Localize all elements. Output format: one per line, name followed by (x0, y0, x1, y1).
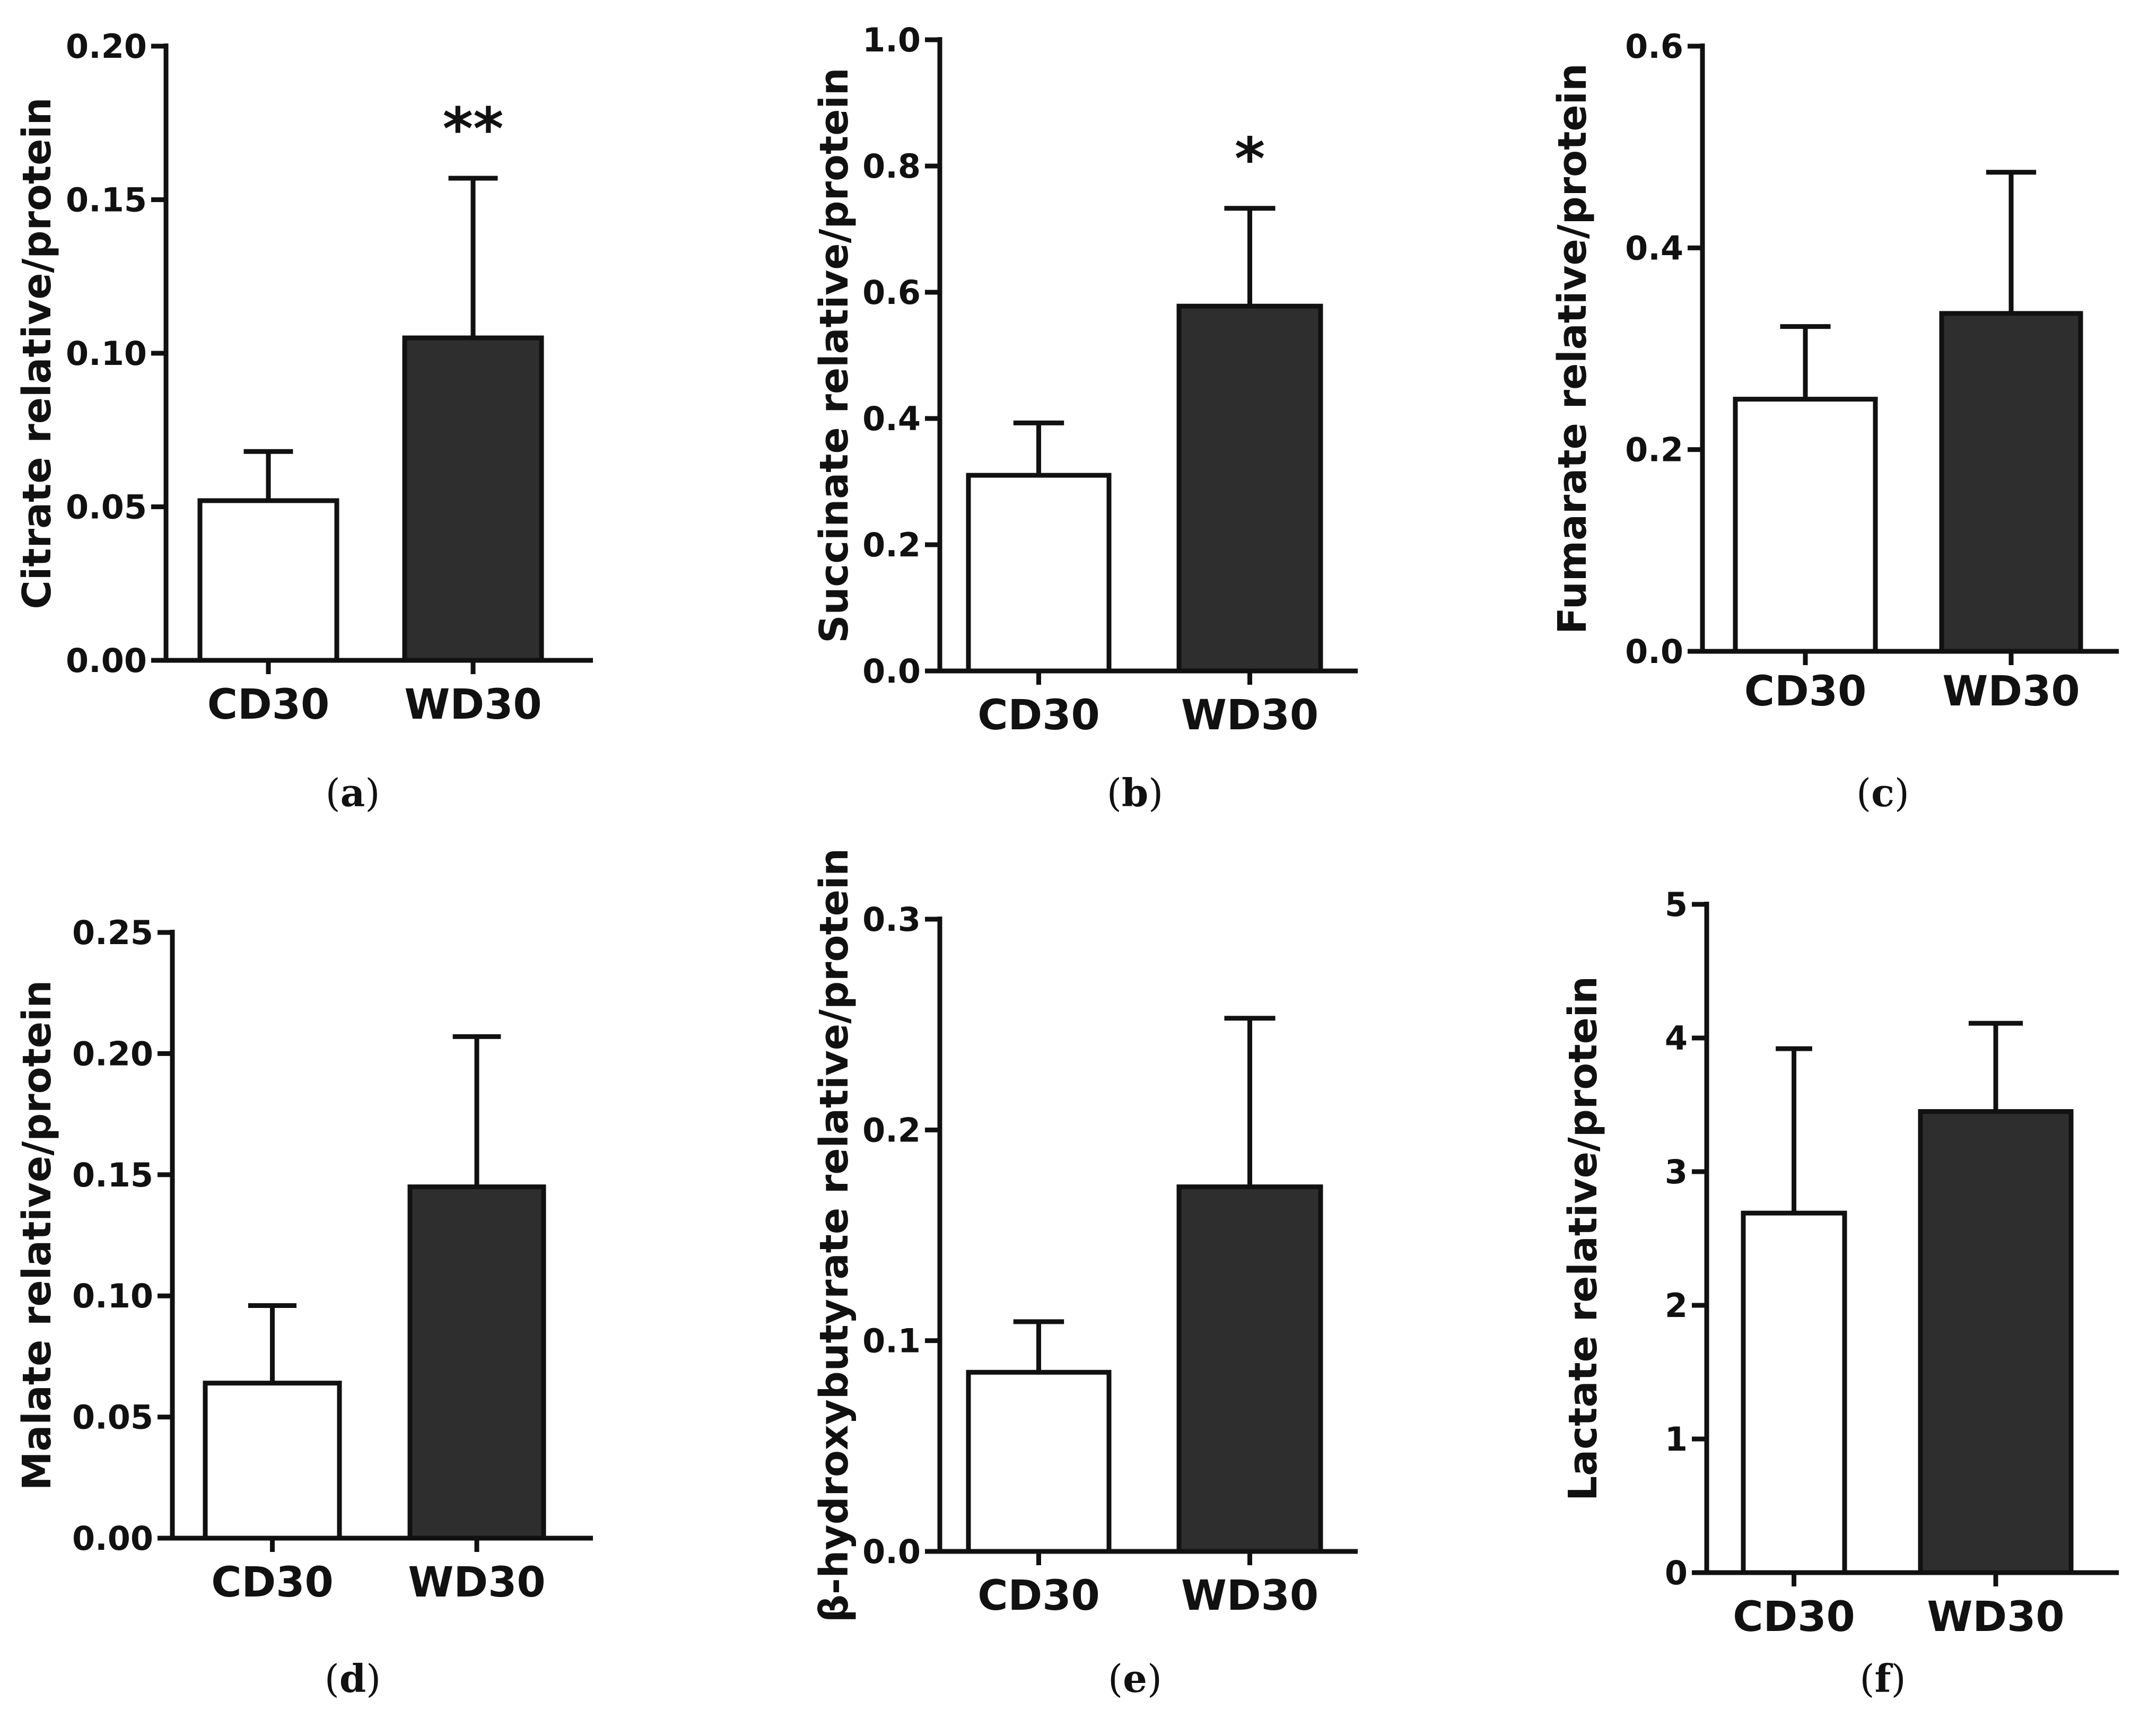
y-tick-label: 0.00 (66, 641, 147, 680)
significance-marker: * (1235, 125, 1265, 193)
bar-cd30 (966, 473, 1112, 674)
y-tick-label: 0.6 (1625, 27, 1683, 66)
y-tick-label: 0.0 (862, 1532, 921, 1571)
y-tick-label: 0.10 (72, 1277, 153, 1315)
y-tick-label: 0 (1665, 1554, 1688, 1592)
y-tick-label: 0.1 (862, 1322, 921, 1360)
y-tick-label: 5 (1665, 885, 1688, 924)
y-tick-label: 3 (1665, 1153, 1688, 1191)
bar-cd30 (966, 1369, 1112, 1554)
panel-label: (e) (1108, 1656, 1162, 1701)
x-tick-label: WD30 (1942, 668, 2080, 716)
panel-label: (c) (1856, 770, 1909, 815)
y-tick-label: 0.15 (66, 181, 147, 220)
y-tick-label: 0.4 (862, 399, 921, 438)
y-tick-label: 0.05 (66, 488, 147, 527)
x-tick-label: WD30 (1181, 1572, 1318, 1620)
bar-wd30 (407, 1184, 546, 1541)
y-axis-label: Malate relative/protein (14, 980, 60, 1490)
y-tick-label: 1.0 (862, 21, 921, 59)
y-tick-label: 0.0 (1625, 632, 1683, 671)
y-tick-label: 0.10 (66, 334, 147, 373)
y-tick-label: 0.2 (862, 526, 921, 564)
y-tick-label: 0.8 (862, 147, 921, 186)
panel-label: (a) (326, 770, 380, 815)
bar-cd30 (1733, 397, 1878, 654)
x-tick-label: WD30 (404, 681, 542, 729)
panel-label: (f) (1859, 1656, 1906, 1701)
x-tick-label: WD30 (1927, 1593, 2064, 1641)
y-tick-label: 0.4 (1625, 229, 1683, 267)
bar-wd30 (402, 335, 544, 663)
y-tick-label: 0.05 (72, 1398, 153, 1437)
y-tick-label: 0.6 (862, 273, 921, 312)
bar-wd30 (1176, 303, 1323, 674)
y-tick-label: 0.25 (72, 913, 153, 952)
y-tick-label: 4 (1665, 1019, 1688, 1058)
bar-cd30 (203, 1381, 342, 1541)
x-tick-label: WD30 (408, 1559, 545, 1607)
y-tick-label: 0.3 (862, 900, 921, 939)
x-tick-label: CD30 (207, 681, 330, 729)
y-axis-label: Succinate relative/protein (811, 67, 857, 643)
y-axis-label: Fumarate relative/protein (1550, 63, 1595, 634)
panel-label: (b) (1107, 770, 1164, 815)
y-tick-label: 0.20 (72, 1034, 153, 1073)
y-tick-label: 0.15 (72, 1156, 153, 1194)
bar-cd30 (197, 498, 339, 663)
y-tick-label: 0.00 (72, 1519, 153, 1558)
chart-panel-e: CD30 WD30 0.0 0.1 0.2 0.3β-hydroxybutyrate re… (811, 848, 1358, 1701)
y-axis-label: β-hydroxybutyrate relative/protein (811, 848, 857, 1622)
y-axis-label: Citrate relative/protein (14, 98, 60, 609)
bar-cd30 (1741, 1210, 1847, 1575)
x-tick-label: CD30 (977, 1572, 1100, 1620)
y-axis-label: Lactate relative/protein (1560, 976, 1606, 1501)
bar-wd30 (1939, 311, 2083, 654)
panel-label: (d) (325, 1656, 381, 1701)
y-tick-label: 0.0 (862, 652, 921, 691)
bar-wd30 (1918, 1109, 2074, 1575)
significance-marker: ** (442, 95, 503, 163)
x-tick-label: WD30 (1181, 692, 1318, 739)
bar-wd30 (1176, 1184, 1323, 1554)
chart-panel-c: CD30 WD30 0.0 0.2 0.4 0.6 Fumarate relative/pr… (1550, 27, 2119, 815)
y-tick-label: 2 (1665, 1286, 1688, 1325)
y-tick-label: 0.20 (66, 27, 147, 66)
chart-panel-d: CD30 WD30 0.00 0.05 0.10 0.15 0.20 0.25 Malate r… (14, 913, 593, 1701)
y-tick-label: 0.2 (862, 1111, 921, 1149)
x-tick-label: CD30 (211, 1559, 334, 1607)
x-tick-label: CD30 (977, 692, 1100, 739)
x-tick-label: CD30 (1744, 668, 1867, 716)
y-tick-label: 1 (1665, 1420, 1688, 1459)
x-tick-label: CD30 (1733, 1593, 1855, 1641)
y-tick-label: 0.2 (1625, 431, 1683, 469)
chart-panel-f: CD30 WD30 0 1 2 3 4 5 Lactate relative/protein (f… (1560, 885, 2119, 1701)
